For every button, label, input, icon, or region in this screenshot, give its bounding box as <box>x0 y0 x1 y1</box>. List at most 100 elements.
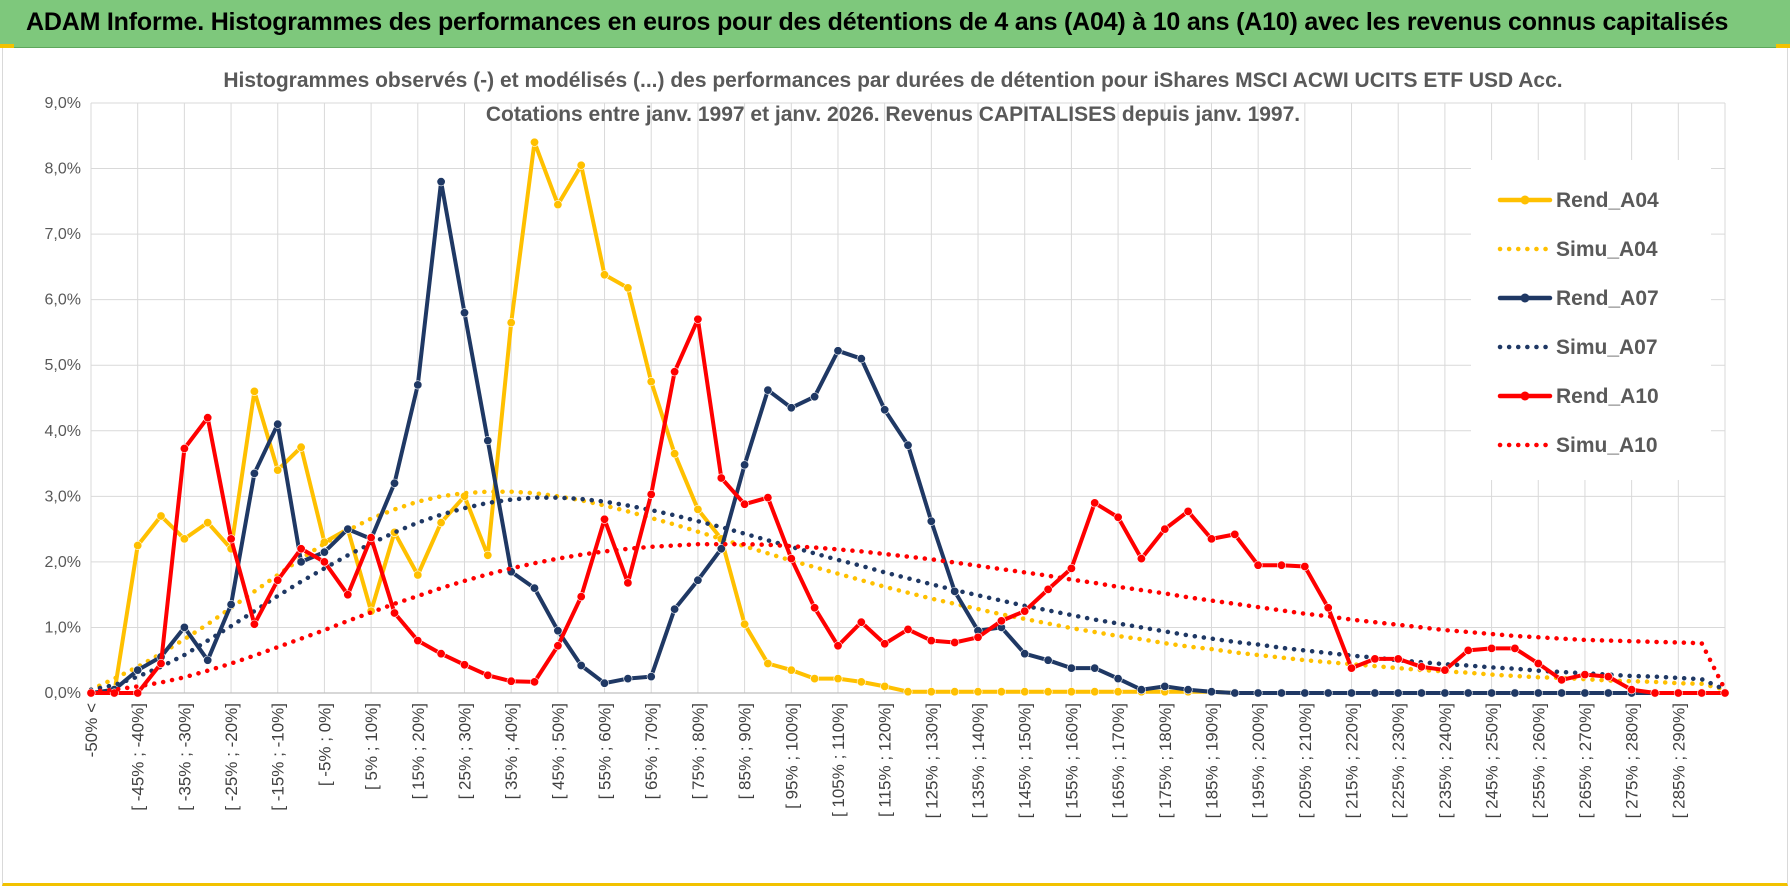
data-point-rend-a04 <box>179 534 189 544</box>
data-point-rend-a10 <box>670 367 680 377</box>
data-point-rend-a10 <box>1113 512 1123 522</box>
data-point-rend-a04 <box>483 550 493 560</box>
data-point-rend-a07 <box>553 626 563 636</box>
data-point-rend-a04 <box>413 570 423 580</box>
data-point-rend-a04 <box>599 270 609 280</box>
data-point-rend-a10 <box>1510 643 1520 653</box>
data-point-rend-a10 <box>1020 606 1030 616</box>
data-point-rend-a07 <box>1136 685 1146 695</box>
chart-title: Histogrammes observés (-) et modélisés (… <box>223 69 1562 92</box>
data-point-rend-a07 <box>389 478 399 488</box>
data-point-rend-a07 <box>1580 688 1590 698</box>
data-point-rend-a10 <box>249 619 259 629</box>
data-point-rend-a10 <box>1323 603 1333 613</box>
data-point-rend-a10 <box>413 636 423 646</box>
data-point-rend-a04 <box>693 504 703 514</box>
series-line-simu-a10 <box>88 541 1728 694</box>
data-point-rend-a04 <box>810 674 820 684</box>
data-point-rend-a10 <box>273 575 283 585</box>
data-point-rend-a10 <box>1043 584 1053 594</box>
data-point-rend-a10 <box>716 473 726 483</box>
data-point-rend-a10 <box>1650 688 1660 698</box>
x-tick-label: [ 165% ; 170%] <box>1109 703 1128 818</box>
x-tick-label: [ 105% ; 110%] <box>829 703 848 817</box>
data-point-rend-a07 <box>599 678 609 688</box>
data-point-rend-a10 <box>1370 654 1380 664</box>
legend-label-simu-a10: Simu_A10 <box>1556 434 1658 457</box>
data-point-rend-a04 <box>926 687 936 697</box>
data-point-rend-a04 <box>996 687 1006 697</box>
x-tick-label: [ 145% ; 150%] <box>1016 703 1035 818</box>
data-point-rend-a04 <box>529 137 539 147</box>
data-point-rend-a10 <box>599 514 609 524</box>
y-tick-label: 5,0% <box>45 357 81 374</box>
data-point-rend-a10 <box>740 499 750 509</box>
data-point-rend-a07 <box>249 468 259 478</box>
data-point-rend-a10 <box>880 639 890 649</box>
data-point-rend-a04 <box>880 681 890 691</box>
data-point-rend-a07 <box>1533 688 1543 698</box>
data-point-rend-a10 <box>973 632 983 642</box>
data-point-rend-a04 <box>1043 687 1053 697</box>
data-point-rend-a07 <box>880 405 890 415</box>
data-point-rend-a07 <box>1463 688 1473 698</box>
data-point-rend-a07 <box>810 392 820 402</box>
chart-frame: 0,0% 1,0% 2,0% 3,0% 4,0% 5,0% 6,0% 7,0% 8,0% 9,0%… <box>2 48 1788 886</box>
x-tick-label: [ 55% ; 60%] <box>596 703 615 799</box>
x-tick-label: [ 155% ; 160%] <box>1062 703 1081 818</box>
legend: Rend_A04 Simu_A04 Rend_A07 Simu_A07 Rend_A10… <box>1471 160 1711 480</box>
data-point-rend-a04 <box>763 658 773 668</box>
data-point-rend-a07 <box>1393 688 1403 698</box>
x-tick-label: [ 245% ; 250%] <box>1483 703 1502 818</box>
data-point-rend-a10 <box>1183 506 1193 516</box>
histogram-chart: 0,0% 1,0% 2,0% 3,0% 4,0% 5,0% 6,0% 7,0% 8,0% 9,0%… <box>45 69 1730 818</box>
data-point-rend-a10 <box>1347 663 1357 673</box>
data-point-rend-a07 <box>646 672 656 682</box>
data-point-rend-a10 <box>296 544 306 554</box>
data-point-rend-a10 <box>1673 688 1683 698</box>
data-point-rend-a10 <box>529 677 539 687</box>
data-point-rend-a07 <box>763 385 773 395</box>
data-point-rend-a07 <box>296 557 306 567</box>
data-point-rend-a10 <box>1487 643 1497 653</box>
data-point-rend-a04 <box>740 619 750 629</box>
data-point-rend-a07 <box>343 524 353 534</box>
data-point-rend-a04 <box>1066 687 1076 697</box>
x-tick-label: [ 35% ; 40%] <box>502 703 521 799</box>
data-point-rend-a07 <box>786 403 796 413</box>
header-bar: ADAM Informe. Histogrammes des performan… <box>0 0 1790 48</box>
data-point-rend-a10 <box>1066 563 1076 573</box>
x-tick-label: [ 85% ; 90%] <box>736 703 755 799</box>
data-point-rend-a10 <box>856 617 866 627</box>
frame-accent-left <box>0 44 14 48</box>
data-point-rend-a10 <box>833 641 843 651</box>
x-tick-label: [ 195% ; 200%] <box>1249 703 1268 818</box>
x-tick-label: [ 125% ; 130%] <box>922 703 941 818</box>
data-point-rend-a10 <box>1720 688 1730 698</box>
data-point-rend-a07 <box>1230 688 1240 698</box>
x-tick-label: [ -25% ; -20%] <box>222 703 241 811</box>
x-tick-label: [ 45% ; 50%] <box>549 703 568 799</box>
x-tick-label: [ 115% ; 120%] <box>876 703 895 817</box>
data-point-rend-a07 <box>1487 688 1497 698</box>
data-point-rend-a10 <box>553 641 563 651</box>
data-point-rend-a04 <box>576 160 586 170</box>
x-tick-label: [ 235% ; 240%] <box>1436 703 1455 818</box>
data-point-rend-a04 <box>786 665 796 675</box>
legend-label-rend-a10: Rend_A10 <box>1556 385 1659 408</box>
data-point-rend-a04 <box>973 687 983 697</box>
x-tick-label: -50% < <box>82 703 101 757</box>
data-point-rend-a07 <box>1603 688 1613 698</box>
data-point-rend-a10 <box>646 489 656 499</box>
x-tick-label: [ 95% ; 100%] <box>782 703 801 809</box>
data-point-rend-a10 <box>1393 654 1403 664</box>
data-point-rend-a10 <box>343 590 353 600</box>
data-point-rend-a04 <box>133 540 143 550</box>
data-point-rend-a07 <box>459 308 469 318</box>
data-point-rend-a07 <box>273 419 283 429</box>
data-point-rend-a07 <box>576 660 586 670</box>
data-point-rend-a07 <box>740 460 750 470</box>
x-tick-label: [ 135% ; 140%] <box>969 703 988 818</box>
data-point-rend-a04 <box>436 518 446 528</box>
legend-background <box>1471 160 1711 480</box>
